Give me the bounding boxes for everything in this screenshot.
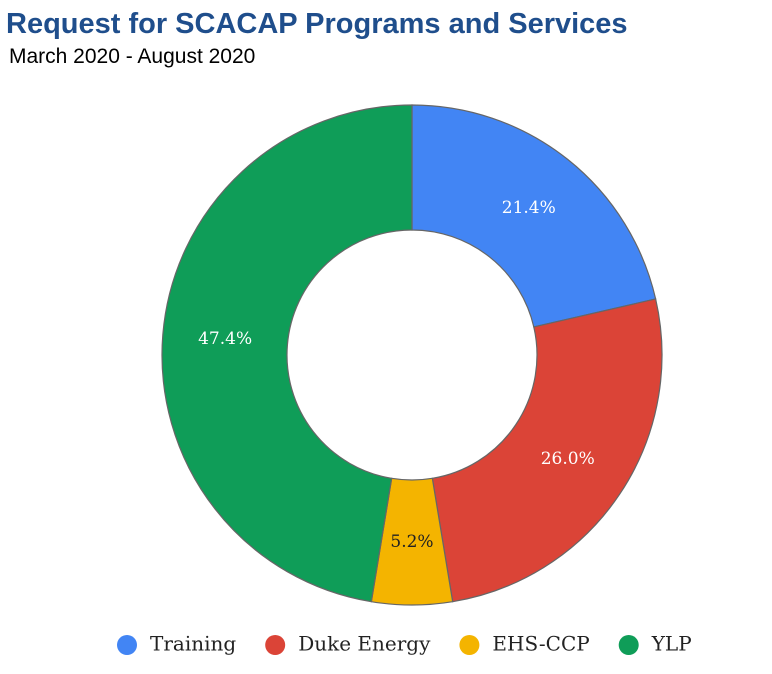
data-label: 47.4% [198, 329, 252, 349]
legend-label: YLP [651, 632, 692, 656]
donut-slice [431, 298, 663, 603]
legend-marker [117, 635, 137, 655]
legend-label: Training [150, 632, 236, 656]
donut-slice [161, 104, 413, 603]
legend-label: Duke Energy [298, 632, 431, 656]
data-label: 26.0% [541, 449, 595, 469]
legend-marker [265, 635, 286, 655]
chart-subtitle: March 2020 - August 2020 [9, 45, 255, 68]
legend-marker [618, 635, 639, 655]
data-label: 21.4% [502, 198, 556, 218]
legend-marker [459, 635, 480, 655]
data-label: 5.2% [390, 532, 433, 552]
chart-title: Request for SCACAP Programs and Services [6, 8, 628, 40]
donut-slice [411, 104, 657, 328]
legend-label: EHS-CCP [492, 632, 589, 656]
